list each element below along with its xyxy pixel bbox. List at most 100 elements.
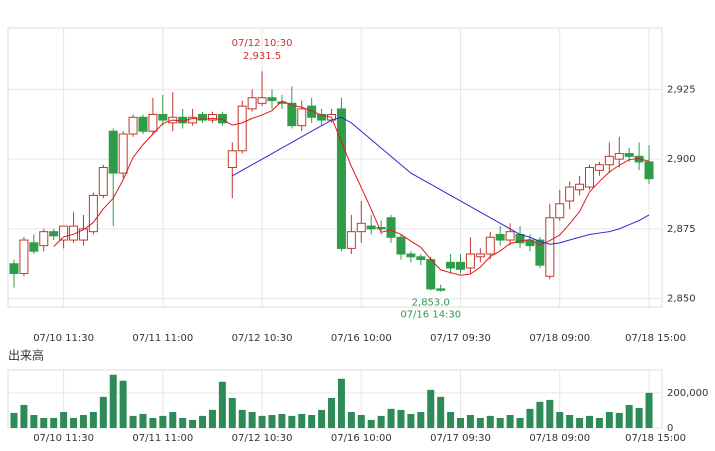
- candle-body: [396, 236, 406, 255]
- volume-bar: [189, 419, 197, 428]
- candle-body: [307, 105, 317, 118]
- volume-bar: [357, 414, 365, 428]
- candle-body: [19, 239, 29, 275]
- candle-body: [575, 183, 585, 191]
- volume-bar: [476, 417, 484, 428]
- volume-bar: [407, 413, 415, 428]
- annotation-value: 2,853.0: [412, 297, 450, 308]
- volume-bar: [367, 419, 375, 428]
- candle-body: [267, 97, 277, 102]
- candle-body: [69, 225, 79, 241]
- volume-bar: [635, 407, 643, 428]
- volume-bar: [79, 414, 87, 428]
- volume-bar: [159, 415, 167, 428]
- volume-bar: [328, 397, 336, 428]
- x-tick-label: 07/11 11:00: [132, 433, 193, 444]
- y-tick-label: 0: [667, 423, 673, 434]
- candle-body: [366, 225, 376, 230]
- candle-body: [535, 239, 545, 266]
- volume-bar: [437, 396, 445, 428]
- volume-bar: [119, 380, 127, 428]
- volume-bar: [347, 412, 355, 428]
- candle-body: [138, 116, 148, 132]
- volume-bar: [318, 409, 326, 428]
- x-tick-label: 07/18 15:00: [625, 433, 686, 444]
- candle-body: [495, 233, 505, 241]
- candle-body: [505, 231, 515, 241]
- candle-body: [88, 194, 98, 233]
- moving-average-line: [232, 116, 650, 245]
- candle-body: [317, 113, 327, 121]
- volume-bar: [556, 412, 564, 428]
- volume-bar: [417, 412, 425, 428]
- volume-bar: [466, 414, 474, 428]
- volume-bar: [566, 414, 574, 428]
- volume-bar: [447, 412, 455, 428]
- volume-bar: [427, 389, 435, 428]
- volume-bar: [10, 412, 18, 428]
- x-tick-label: 07/10 11:30: [33, 433, 94, 444]
- candle-body: [237, 105, 247, 152]
- candle-body: [98, 167, 108, 196]
- volume-bar: [218, 381, 226, 428]
- candle-body: [594, 164, 604, 171]
- y-tick-label: 2,850: [667, 294, 696, 305]
- volume-bar: [268, 414, 276, 428]
- candle-body: [456, 261, 466, 270]
- annotation-value: 2,931.5: [243, 51, 281, 62]
- candle-body: [158, 113, 168, 121]
- volume-bar: [89, 412, 97, 428]
- volume-bar: [288, 415, 296, 428]
- x-tick-label: 07/12 10:30: [232, 433, 293, 444]
- moving-average-line: [53, 100, 650, 276]
- x-tick-label: 07/11 11:00: [132, 333, 193, 344]
- volume-bar: [70, 417, 78, 428]
- candle-body: [118, 133, 128, 174]
- candle-body: [336, 108, 346, 249]
- candle-body: [188, 116, 198, 124]
- volume-bar: [615, 412, 623, 428]
- volume-bar: [337, 378, 345, 428]
- volume-bar: [387, 408, 395, 428]
- volume-bar: [248, 412, 256, 428]
- candle-body: [78, 228, 88, 241]
- candle-body: [356, 222, 366, 233]
- x-tick-label: 07/18 09:00: [529, 433, 590, 444]
- volume-bar: [397, 409, 405, 428]
- volume-bar: [595, 417, 603, 428]
- candle-body: [128, 116, 138, 135]
- panel-title: 出来高: [8, 348, 44, 363]
- x-tick-label: 07/12 10:30: [232, 333, 293, 344]
- candle-body: [227, 150, 237, 168]
- volume-bar: [496, 417, 504, 428]
- volume-bar: [30, 414, 38, 428]
- volume-bar: [228, 397, 236, 428]
- candle-body: [614, 153, 624, 160]
- candle-body: [386, 217, 396, 238]
- x-tick-label: 07/16 10:00: [331, 433, 392, 444]
- candle-body: [297, 108, 307, 127]
- volume-bar: [457, 417, 465, 428]
- volume-bar: [129, 415, 137, 428]
- volume-bar: [605, 412, 613, 428]
- volume-bar: [377, 415, 385, 428]
- volume-bar: [278, 413, 286, 428]
- candle-body: [49, 231, 59, 237]
- volume-bar: [298, 413, 306, 428]
- volume-bar: [208, 409, 216, 428]
- volume-bar: [516, 417, 524, 428]
- annotation-time: 07/12 10:30: [232, 38, 293, 49]
- volume-bar: [139, 413, 147, 428]
- candle-body: [436, 288, 446, 291]
- volume-bar: [536, 401, 544, 428]
- x-tick-label: 07/17 09:30: [430, 433, 491, 444]
- candle-body: [406, 253, 416, 258]
- volume-bar: [258, 415, 266, 428]
- x-tick-label: 07/10 11:30: [33, 333, 94, 344]
- volume-bar: [149, 417, 157, 428]
- candle-body: [604, 155, 614, 166]
- y-tick-label: 2,900: [667, 154, 696, 165]
- volume-bar: [99, 396, 107, 428]
